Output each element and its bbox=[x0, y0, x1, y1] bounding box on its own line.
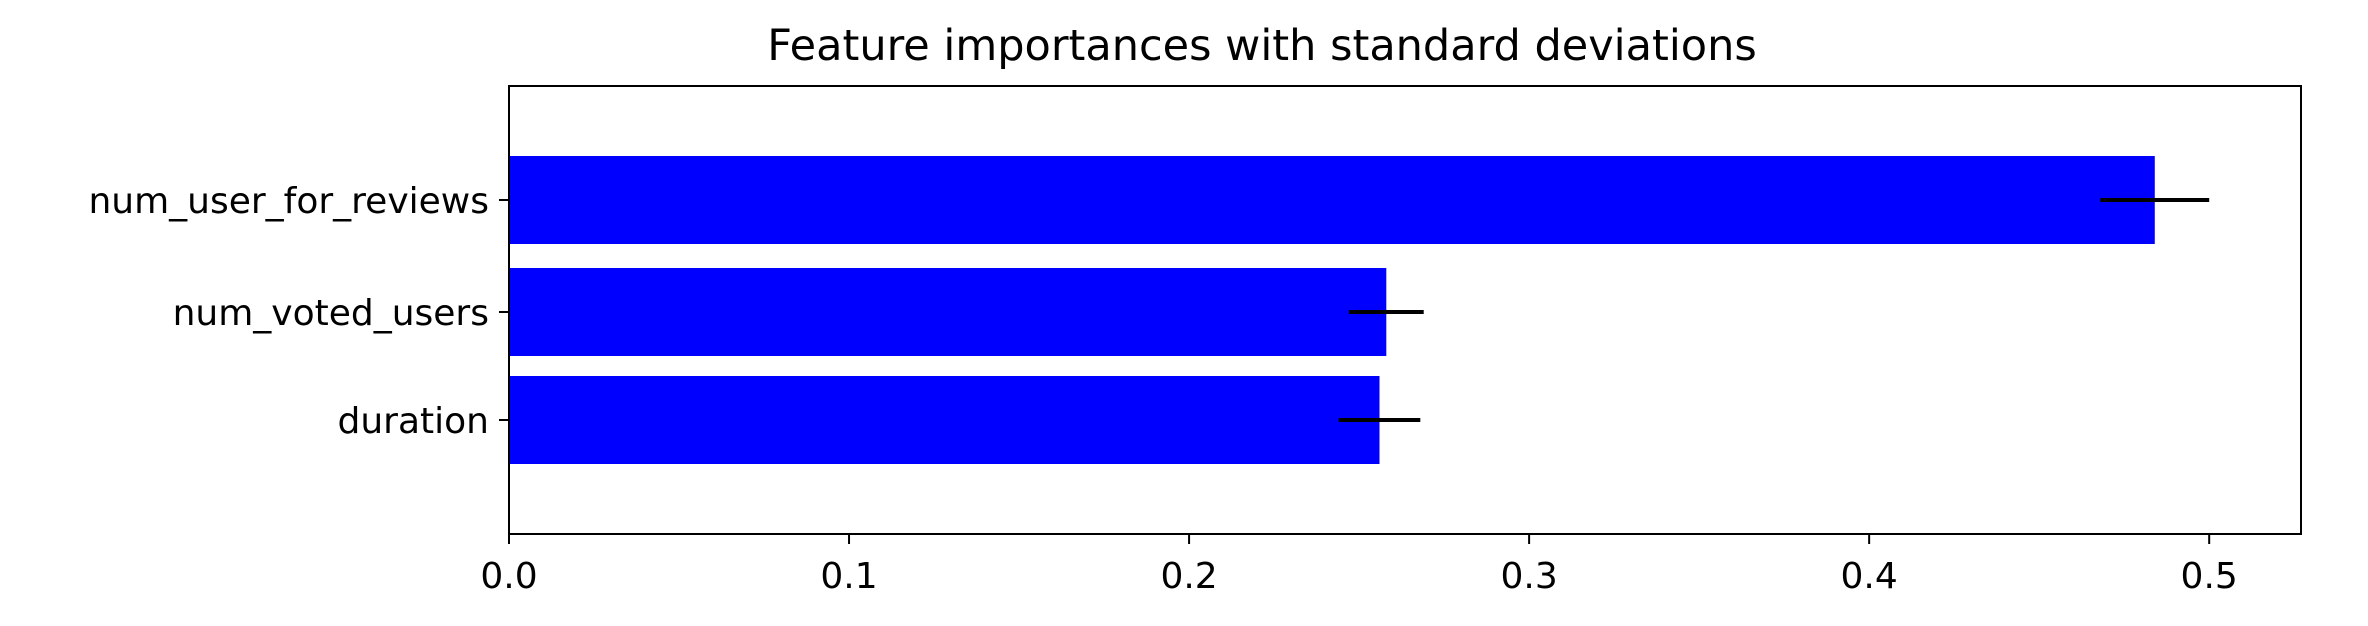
bars-layer bbox=[509, 156, 2155, 464]
bar-num-user-for-reviews bbox=[509, 156, 2155, 244]
y-tick-label-num-voted-users: num_voted_users bbox=[173, 293, 489, 334]
x-tick-label: 0.4 bbox=[1841, 556, 1898, 597]
y-tick-label-duration: duration bbox=[338, 401, 490, 442]
x-tick-label: 0.5 bbox=[2181, 556, 2238, 597]
x-tick-label: 0.2 bbox=[1160, 556, 1217, 597]
axes-frame bbox=[508, 85, 2302, 535]
y-axis-ticks: duration num_voted_users num_user_for_revi… bbox=[88, 181, 509, 442]
x-axis-ticks: 0.0 0.1 0.2 0.3 0.4 0.5 bbox=[480, 534, 2238, 597]
chart-title: Feature importances with standard deviat… bbox=[767, 21, 1756, 71]
x-tick-label: 0.1 bbox=[820, 556, 877, 597]
error-bars-layer bbox=[1338, 198, 2210, 422]
x-tick-label: 0.3 bbox=[1500, 556, 1557, 597]
y-tick-label-num-user-for-reviews: num_user_for_reviews bbox=[88, 181, 489, 222]
bar-num-voted-users bbox=[509, 268, 1387, 356]
x-tick-label: 0.0 bbox=[480, 556, 537, 597]
bar-duration bbox=[509, 376, 1380, 464]
